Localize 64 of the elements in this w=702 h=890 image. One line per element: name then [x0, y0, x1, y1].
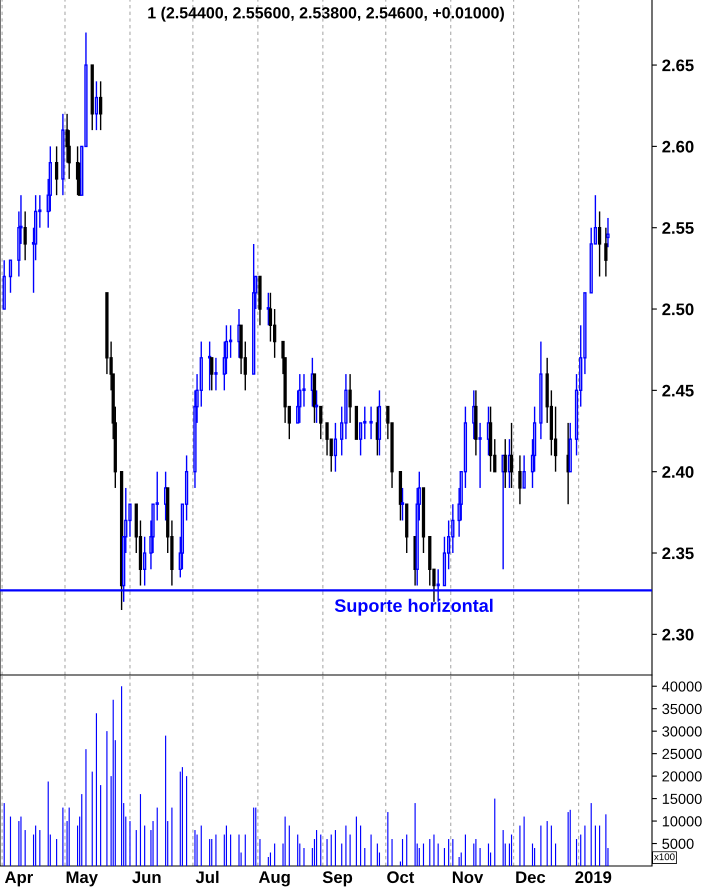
candlestick: [128, 504, 132, 538]
candlestick: [598, 210, 602, 278]
y-tick-label: 25000: [662, 748, 702, 760]
y-tick-label: 2.45: [662, 384, 694, 397]
y-tick-label: 20000: [662, 771, 702, 782]
candlestick: [8, 260, 12, 294]
x-tick-label: Apr: [4, 871, 33, 886]
candlestick: [604, 227, 608, 278]
y-tick-label: 2.40: [662, 466, 694, 478]
x-tick-label: 2019: [575, 871, 612, 884]
y-tick-label: 2.65: [662, 59, 694, 72]
x-tick-label: Jul: [196, 870, 218, 884]
candlestick: [400, 487, 404, 522]
x-tick-label: Dec: [516, 871, 546, 884]
candlestick: [363, 406, 366, 440]
x-tick-label: Sep: [322, 871, 352, 886]
candlestick: [24, 210, 27, 261]
candlestick: [302, 373, 306, 408]
candlestick: [98, 80, 102, 131]
y-tick-label: 2.30: [662, 628, 694, 641]
candlestick: [228, 324, 232, 359]
candlestick: [266, 292, 270, 326]
candlestick: [518, 454, 522, 505]
y-tick-label: 2.60: [662, 140, 694, 153]
candlestick: [606, 217, 610, 248]
y-tick-label: 2.55: [662, 222, 694, 234]
x-tick-label: Jun: [132, 871, 161, 884]
candlestick: [268, 292, 272, 342]
x-tick-label: Nov: [452, 871, 484, 884]
candlestick: [94, 80, 98, 131]
text: x100: [654, 853, 675, 860]
y-tick-label: 5000: [662, 838, 694, 849]
candlestick: [358, 422, 362, 456]
y-tick-label: 2.35: [662, 547, 694, 560]
candlestick: [143, 536, 146, 586]
candlestick: [554, 406, 558, 472]
x-tick-label: May: [66, 871, 98, 886]
y-tick-label: 10000: [662, 816, 702, 826]
candlestick: [273, 308, 276, 359]
candlestick: [325, 422, 329, 456]
y-tick-label: 35000: [662, 704, 702, 714]
candlestick: [319, 406, 322, 440]
candlestick: [54, 146, 58, 196]
y-tick-label: 15000: [662, 794, 702, 804]
y-tick-label: 2.50: [662, 303, 694, 316]
y-tick-label: 40000: [662, 681, 702, 692]
candlestick: [478, 422, 482, 489]
candlestick: [334, 422, 338, 472]
candlestick: [314, 390, 318, 424]
candlestick: [76, 146, 80, 196]
candlestick: [504, 438, 507, 489]
candlestick: [210, 357, 214, 392]
candlestick: [369, 406, 373, 440]
x-tick-label: Aug: [258, 871, 290, 886]
candlestick: [298, 373, 302, 424]
x-tick-label: Oct: [387, 871, 414, 884]
candlestick: [522, 454, 526, 489]
y-tick-label: 30000: [662, 726, 702, 737]
ref-line-label: Suporte horizontal: [334, 598, 492, 616]
candlestick: [348, 373, 352, 424]
chart-title: 1 (2.54400, 2.55600, 2.53800, 2.54600, +0.01000): [148, 6, 504, 22]
candlestick: [214, 357, 218, 392]
candlestick: [208, 340, 212, 392]
candlestick: [510, 422, 514, 489]
